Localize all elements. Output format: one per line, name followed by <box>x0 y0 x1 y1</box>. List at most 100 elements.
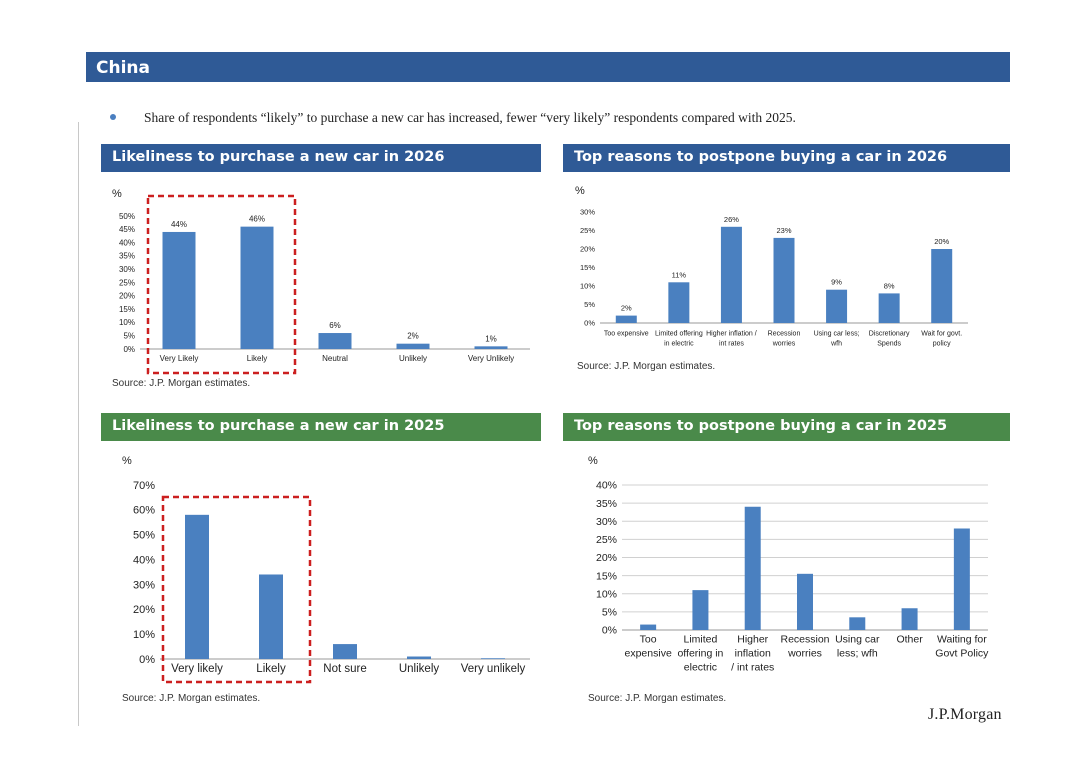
y-tick-label: 50% <box>119 212 135 221</box>
category-label: Very Unlikely <box>468 354 514 363</box>
y-tick-label: 45% <box>119 225 135 234</box>
category-label: Unlikely <box>399 663 440 675</box>
category-label: Not sure <box>323 663 366 675</box>
category-label: Likely <box>256 663 286 675</box>
category-label: less; wfh <box>837 648 878 660</box>
category-label: Higher <box>737 634 768 646</box>
y-tick-label: 5% <box>602 607 617 619</box>
y-tick-label: 25% <box>580 226 595 235</box>
category-label: int rates <box>719 340 744 347</box>
y-tick-label: 20% <box>580 245 595 254</box>
category-label: expensive <box>625 648 672 660</box>
y-tick-label: 0% <box>123 345 135 354</box>
category-label: Spends <box>877 340 901 347</box>
y-tick-label: 10% <box>133 629 155 641</box>
category-label: electric <box>684 662 717 674</box>
y-tick-label: 5% <box>123 332 135 341</box>
bar <box>318 333 352 349</box>
panel-header-likeliness-2026: Likeliness to purchase a new car in 2026 <box>101 144 541 172</box>
bar <box>481 658 505 660</box>
category-label: worries <box>787 648 822 660</box>
category-label: Recession <box>768 330 801 337</box>
category-label: in electric <box>664 340 694 347</box>
highlight-box <box>161 495 312 684</box>
category-label: Higher inflation / <box>706 330 757 337</box>
y-tick-label: 15% <box>119 305 135 314</box>
data-label: 2% <box>621 304 632 313</box>
category-label: Limited <box>683 634 717 646</box>
category-label: inflation <box>735 648 771 660</box>
data-label: 44% <box>171 220 187 229</box>
source-c1: Source: J.P. Morgan estimates. <box>112 378 251 389</box>
y-tick-label: 0% <box>139 654 155 666</box>
unit-label-c2: % <box>575 185 585 197</box>
data-label: 9% <box>831 278 842 287</box>
y-tick-label: 25% <box>119 278 135 287</box>
y-tick-label: 5% <box>584 300 595 309</box>
bar <box>720 226 742 323</box>
panel-header-reasons-2026: Top reasons to postpone buying a car in … <box>563 144 1010 172</box>
category-label: wfh <box>830 340 842 347</box>
y-tick-label: 30% <box>580 208 595 217</box>
y-tick-label: 25% <box>596 534 617 546</box>
y-tick-label: 50% <box>133 530 155 542</box>
category-label: Waiting for <box>937 634 987 646</box>
bar <box>901 608 918 630</box>
y-tick-label: 35% <box>596 498 617 510</box>
category-label: Govt Policy <box>935 648 989 660</box>
data-label: 6% <box>329 321 341 330</box>
category-label: Using car <box>835 634 880 646</box>
bar <box>953 528 970 630</box>
data-label: 1% <box>485 334 497 343</box>
category-label: Other <box>896 634 923 646</box>
bar <box>849 617 866 630</box>
y-tick-label: 10% <box>580 282 595 291</box>
category-label: policy <box>933 340 951 347</box>
y-tick-label: 30% <box>596 516 617 528</box>
y-tick-label: 40% <box>119 238 135 247</box>
y-tick-label: 20% <box>133 604 155 616</box>
unit-label-c4: % <box>588 455 598 467</box>
bar <box>333 644 357 659</box>
data-label: 46% <box>249 215 265 224</box>
y-tick-label: 15% <box>596 570 617 582</box>
bar <box>615 315 637 323</box>
y-tick-label: 40% <box>133 554 155 566</box>
y-tick-label: 70% <box>133 480 155 492</box>
bar <box>185 514 209 659</box>
source-c3: Source: J.P. Morgan estimates. <box>122 693 261 704</box>
data-label: 2% <box>407 332 419 341</box>
category-label: Wait for govt. <box>921 330 962 337</box>
category-label: Too expensive <box>604 330 649 337</box>
bar <box>640 624 657 630</box>
source-c2: Source: J.P. Morgan estimates. <box>577 361 716 372</box>
y-tick-label: 40% <box>596 480 617 492</box>
bar <box>162 231 196 349</box>
bar <box>744 506 761 630</box>
panel-header-likeliness-2025: Likeliness to purchase a new car in 2025 <box>101 413 541 441</box>
unit-label-c1: % <box>112 188 122 200</box>
category-label: Discretionary <box>869 330 910 337</box>
category-label: Limited offering <box>655 330 703 337</box>
y-tick-label: 10% <box>596 588 617 600</box>
source-c4: Source: J.P. Morgan estimates. <box>588 693 727 704</box>
data-label: 26% <box>724 215 739 224</box>
panel-header-reasons-2025: Top reasons to postpone buying a car in … <box>563 413 1010 441</box>
bullet-dot <box>110 114 116 120</box>
bullet-text: Share of respondents “likely” to purchas… <box>144 110 796 125</box>
bar <box>692 590 709 630</box>
category-label: Very unlikely <box>461 663 526 675</box>
bar <box>931 249 953 323</box>
category-label: Unlikely <box>399 354 427 363</box>
bar <box>407 656 431 659</box>
region-header-bar <box>86 52 1010 82</box>
category-label: offering in <box>677 648 723 660</box>
category-label: Very likely <box>171 663 223 675</box>
bar <box>474 346 508 349</box>
bar <box>396 343 430 349</box>
bar <box>797 573 813 630</box>
